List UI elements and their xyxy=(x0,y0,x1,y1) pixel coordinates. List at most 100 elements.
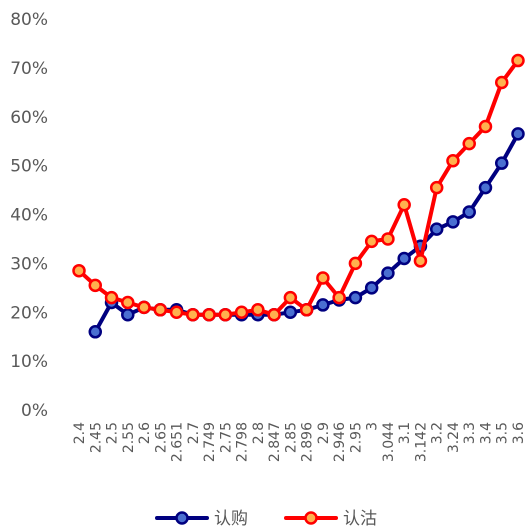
y-tick: 40% xyxy=(10,206,48,226)
x-tick-label: 2.75 xyxy=(218,422,234,453)
x-tick-label: 2.9 xyxy=(316,422,332,444)
x-tick-label: 3.142 xyxy=(413,422,429,462)
x-tick-label: 2.65 xyxy=(153,422,169,453)
x-tick-label: 2.6 xyxy=(137,422,153,444)
legend-marker xyxy=(175,511,189,525)
x-axis: 2.4 2.45 2.5 2.55 2.6 2.65 2.651 2.7 2.749 2.75 2.… xyxy=(72,422,527,462)
data-point xyxy=(332,290,346,305)
x-tick: 2.65 xyxy=(153,422,169,453)
y-tick-label: 70% xyxy=(10,59,48,79)
data-point xyxy=(429,180,444,195)
data-point xyxy=(316,298,330,312)
x-tick-label: 2.5 xyxy=(105,422,121,444)
data-point xyxy=(364,281,379,295)
data-point xyxy=(446,215,460,229)
legend-item-1: 认购 xyxy=(155,509,248,529)
y-tick: 10% xyxy=(10,352,48,372)
x-tick-label: 2.55 xyxy=(121,422,137,453)
data-point xyxy=(202,307,216,322)
x-tick-label: 2.8 xyxy=(251,422,267,444)
series-line xyxy=(77,58,520,317)
x-tick-label: 3.1 xyxy=(397,422,413,444)
y-tick-label: 50% xyxy=(10,157,48,177)
data-point xyxy=(478,180,493,195)
data-point xyxy=(88,278,103,293)
legend: 认购 认沽 xyxy=(155,509,377,529)
y-tick-label: 80% xyxy=(10,10,48,30)
data-point xyxy=(413,254,428,268)
x-tick: 3.044 xyxy=(381,422,397,462)
x-tick-label: 2.95 xyxy=(348,422,364,453)
legend-label: 认沽 xyxy=(343,509,377,529)
x-tick-label: 3.6 xyxy=(511,422,527,444)
x-tick-label: 2.651 xyxy=(170,422,186,462)
x-tick: 2.749 xyxy=(202,422,218,462)
data-point xyxy=(283,305,298,319)
x-tick: 2.847 xyxy=(267,422,283,462)
x-tick: 3.142 xyxy=(413,422,429,462)
legend-label: 认购 xyxy=(214,509,248,529)
x-tick: 2.85 xyxy=(283,422,299,453)
data-point xyxy=(462,205,476,219)
data-point xyxy=(397,197,411,212)
data-point xyxy=(267,307,281,322)
x-tick: 3.4 xyxy=(478,422,494,444)
data-point xyxy=(316,271,330,285)
x-tick: 2.8 xyxy=(251,422,267,444)
x-tick: 2.45 xyxy=(88,422,104,453)
x-tick-label: 2.4 xyxy=(72,422,88,444)
data-point xyxy=(218,307,233,322)
x-tick-label: 2.7 xyxy=(186,422,202,444)
x-tick: 2.896 xyxy=(300,422,316,462)
data-point xyxy=(186,307,200,322)
data-point xyxy=(104,290,119,305)
x-tick-label: 3.4 xyxy=(478,422,494,444)
data-point xyxy=(462,136,476,151)
x-tick-label: 2.85 xyxy=(283,422,299,453)
data-point xyxy=(121,307,135,322)
x-tick: 2.9 xyxy=(316,422,332,444)
x-tick: 2.946 xyxy=(332,422,348,462)
data-point xyxy=(299,303,314,317)
y-tick: 60% xyxy=(10,108,48,128)
x-tick: 2.55 xyxy=(121,422,137,453)
x-tick-label: 3 xyxy=(365,422,381,431)
y-tick-label: 0% xyxy=(21,401,48,421)
data-point xyxy=(381,266,395,280)
x-tick-label: 3.2 xyxy=(430,422,446,444)
y-tick: 70% xyxy=(10,59,48,79)
data-point xyxy=(397,251,411,266)
x-tick-label: 2.45 xyxy=(88,422,104,453)
x-tick-label: 3.5 xyxy=(495,422,511,444)
x-tick: 2.5 xyxy=(105,422,121,444)
data-point xyxy=(348,290,363,305)
x-tick-label: 3.044 xyxy=(381,422,397,462)
data-point xyxy=(283,290,298,305)
data-point xyxy=(169,305,184,319)
x-tick: 3.3 xyxy=(462,422,478,444)
data-point xyxy=(494,75,509,90)
data-point xyxy=(348,256,363,271)
data-point xyxy=(381,232,395,246)
x-tick-label: 2.749 xyxy=(202,422,218,462)
y-tick: 30% xyxy=(10,254,48,274)
data-point xyxy=(478,119,493,134)
y-tick: 80% xyxy=(10,10,48,30)
y-tick-label: 10% xyxy=(10,352,48,372)
y-tick-label: 40% xyxy=(10,206,48,226)
x-tick-label: 2.896 xyxy=(300,422,316,462)
y-tick-label: 30% xyxy=(10,254,48,274)
legend-marker xyxy=(304,511,318,525)
x-tick: 2.7 xyxy=(186,422,202,444)
series-layer xyxy=(72,53,525,339)
x-tick: 2.75 xyxy=(218,422,234,453)
x-tick: 2.651 xyxy=(170,422,186,462)
data-point xyxy=(153,303,168,317)
x-tick: 3.1 xyxy=(397,422,413,444)
x-tick-label: 2.946 xyxy=(332,422,348,462)
data-point xyxy=(137,300,151,315)
data-point xyxy=(234,305,249,319)
y-tick: 50% xyxy=(10,157,48,177)
data-point xyxy=(446,153,460,168)
